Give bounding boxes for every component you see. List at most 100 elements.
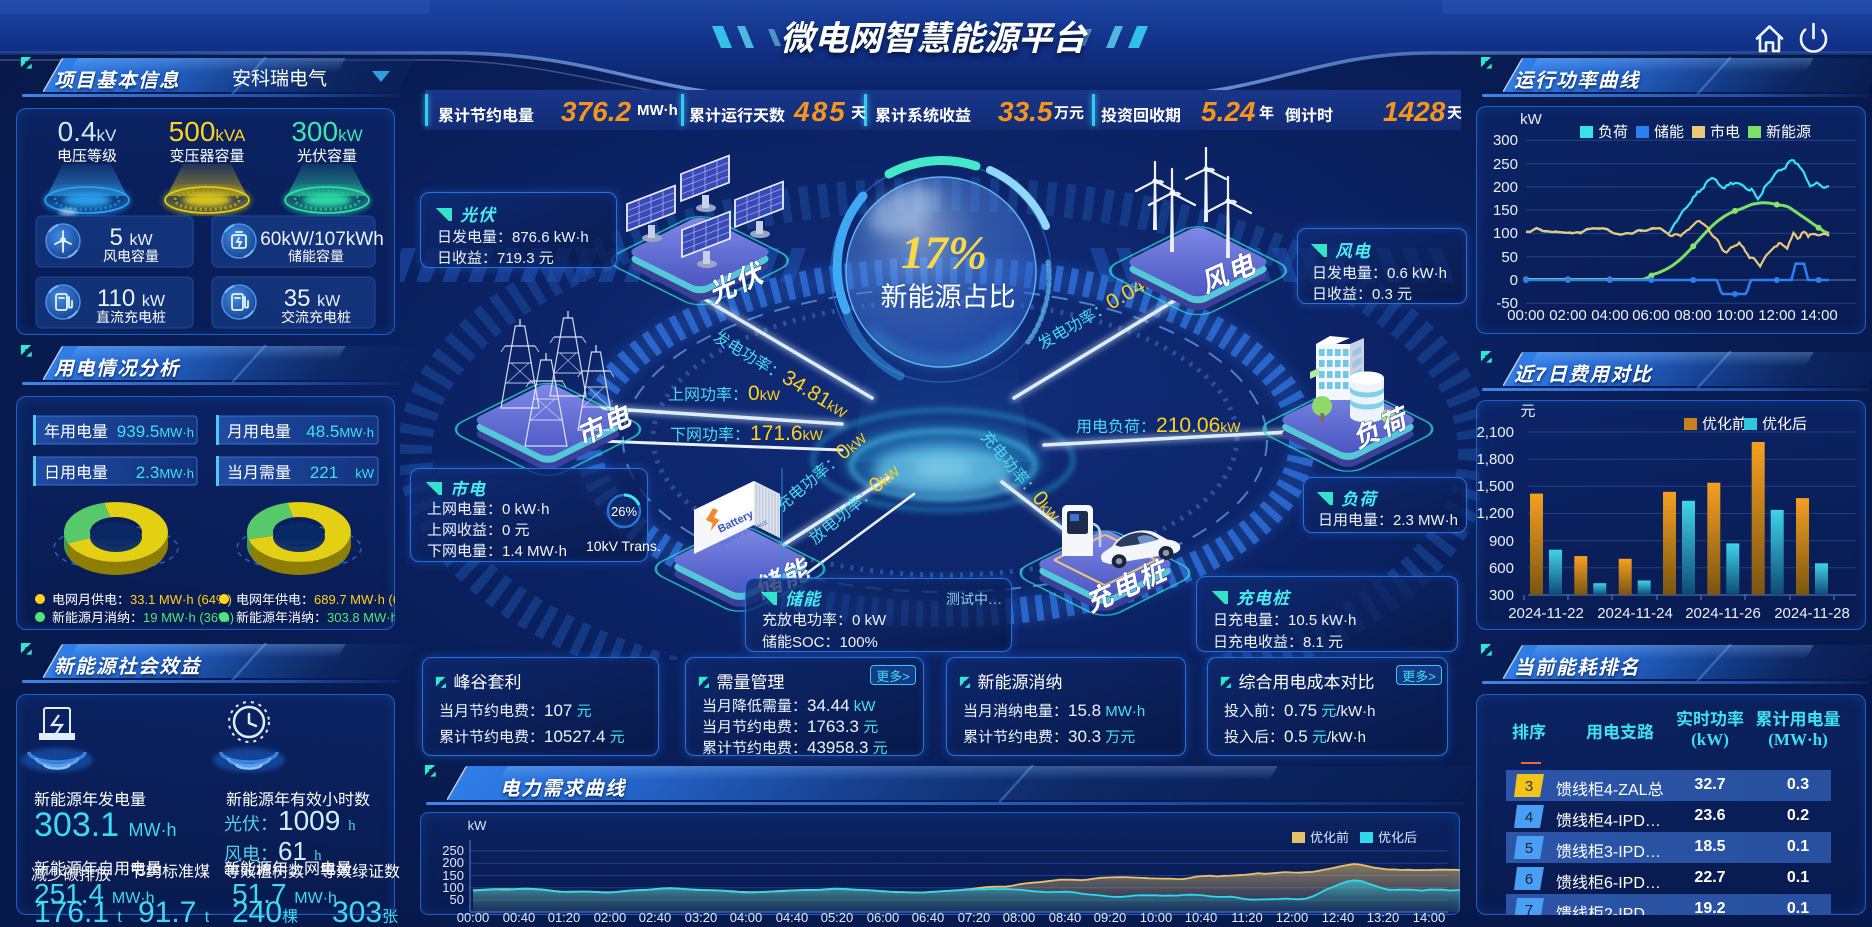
svg-text:交流充电桩: 交流充电桩 bbox=[281, 307, 351, 327]
svg-text:60kW/107kWh: 60kW/107kWh bbox=[260, 229, 384, 250]
svg-text:2024-11-26: 2024-11-26 bbox=[1685, 602, 1761, 623]
svg-text:17%: 17% bbox=[901, 213, 987, 282]
svg-text:1,200: 1,200 bbox=[1476, 502, 1514, 523]
svg-text:300: 300 bbox=[1493, 129, 1518, 150]
svg-text:新能源月消纳：19 MW·h (36%): 新能源月消纳：19 MW·h (36%) bbox=[52, 607, 234, 626]
svg-text:26%: 26% bbox=[611, 504, 637, 519]
svg-text:电网年供电：689.7 MW·h (69%): 电网年供电：689.7 MW·h (69%) bbox=[236, 589, 395, 608]
svg-text:kW: kW bbox=[1520, 108, 1543, 129]
svg-text:新能源占比: 新能源占比 bbox=[881, 275, 1016, 314]
svg-text:11:20: 11:20 bbox=[1231, 907, 1263, 926]
svg-text:00:00: 00:00 bbox=[1507, 304, 1545, 325]
svg-text:2,100: 2,100 bbox=[1476, 421, 1514, 442]
svg-text:4: 4 bbox=[1525, 809, 1533, 826]
svg-text:08:40: 08:40 bbox=[1049, 907, 1082, 926]
svg-text:250: 250 bbox=[1493, 153, 1518, 174]
svg-text:下网功率：171.6kW: 下网功率：171.6kW bbox=[670, 421, 824, 445]
svg-text:3: 3 bbox=[1525, 778, 1533, 795]
svg-text:5: 5 bbox=[1525, 840, 1533, 857]
svg-text:06:00: 06:00 bbox=[1632, 304, 1670, 325]
svg-text:06:00: 06:00 bbox=[867, 907, 900, 926]
svg-text:12:00: 12:00 bbox=[1276, 907, 1309, 926]
svg-text:05:20: 05:20 bbox=[821, 907, 854, 926]
svg-text:14:00: 14:00 bbox=[1413, 907, 1446, 926]
svg-text:上网功率：0kW: 上网功率：0kW bbox=[668, 381, 781, 405]
svg-text:元: 元 bbox=[1520, 400, 1535, 421]
svg-text:12:40: 12:40 bbox=[1322, 907, 1355, 926]
svg-text:电网月供电：33.1 MW·h (64%): 电网月供电：33.1 MW·h (64%) bbox=[52, 589, 232, 608]
svg-text:10:40: 10:40 bbox=[1185, 907, 1218, 926]
svg-text:10:00: 10:00 bbox=[1716, 304, 1754, 325]
svg-text:市电: 市电 bbox=[1710, 121, 1740, 142]
svg-text:日用电量: 日用电量 bbox=[44, 459, 108, 483]
svg-text:14:00: 14:00 bbox=[1800, 304, 1838, 325]
svg-text:300kW: 300kW bbox=[291, 116, 362, 147]
svg-text:kW: kW bbox=[468, 815, 488, 834]
svg-text:200: 200 bbox=[1493, 176, 1518, 197]
svg-text:1,800: 1,800 bbox=[1476, 448, 1514, 469]
svg-text:200: 200 bbox=[442, 852, 464, 871]
svg-text:6: 6 bbox=[1525, 871, 1533, 888]
svg-text:03:20: 03:20 bbox=[685, 907, 718, 926]
svg-text:00:40: 00:40 bbox=[503, 907, 536, 926]
svg-text:01:20: 01:20 bbox=[548, 907, 581, 926]
svg-text:储能: 储能 bbox=[1654, 121, 1684, 142]
svg-text:2024-11-22: 2024-11-22 bbox=[1508, 602, 1584, 623]
svg-text:08:00: 08:00 bbox=[1674, 304, 1712, 325]
svg-text:250: 250 bbox=[442, 840, 464, 859]
svg-text:900: 900 bbox=[1489, 530, 1514, 551]
svg-text:2024-11-24: 2024-11-24 bbox=[1597, 602, 1673, 623]
svg-text:1,500: 1,500 bbox=[1476, 475, 1514, 496]
svg-text:变压器容量: 变压器容量 bbox=[169, 145, 244, 166]
svg-text:当月需量: 当月需量 bbox=[227, 459, 291, 483]
svg-text:-50: -50 bbox=[1496, 292, 1518, 313]
svg-text:500kVA: 500kVA bbox=[169, 116, 246, 147]
svg-text:0: 0 bbox=[1510, 269, 1518, 290]
svg-text:221 kW: 221 kW bbox=[310, 463, 375, 482]
svg-text:2024-11-28: 2024-11-28 bbox=[1774, 602, 1850, 623]
svg-text:08:00: 08:00 bbox=[1003, 907, 1036, 926]
svg-text:600: 600 bbox=[1489, 557, 1514, 578]
svg-text:负荷: 负荷 bbox=[1598, 121, 1628, 142]
svg-text:12:00: 12:00 bbox=[1758, 304, 1796, 325]
svg-text:02:40: 02:40 bbox=[639, 907, 672, 926]
svg-text:新能源年消纳：303.8 MW·h (31%: 新能源年消纳：303.8 MW·h (31% bbox=[236, 607, 395, 626]
svg-text:07:20: 07:20 bbox=[958, 907, 991, 926]
svg-text:光伏容量: 光伏容量 bbox=[297, 145, 357, 166]
svg-text:优化后: 优化后 bbox=[1378, 827, 1417, 846]
svg-text:年用电量: 年用电量 bbox=[44, 418, 108, 442]
svg-text:04:00: 04:00 bbox=[1591, 304, 1629, 325]
svg-text:月用电量: 月用电量 bbox=[227, 418, 291, 442]
svg-text:优化前: 优化前 bbox=[1702, 413, 1747, 434]
svg-text:直流充电桩: 直流充电桩 bbox=[96, 307, 166, 327]
svg-text:100: 100 bbox=[442, 877, 464, 896]
svg-text:优化后: 优化后 bbox=[1762, 413, 1807, 434]
svg-text:电压等级: 电压等级 bbox=[57, 145, 117, 166]
svg-text:0.4kV: 0.4kV bbox=[58, 116, 117, 147]
svg-text:10:00: 10:00 bbox=[1140, 907, 1173, 926]
svg-text:100: 100 bbox=[1493, 222, 1518, 243]
svg-text:储能容量: 储能容量 bbox=[288, 246, 344, 266]
svg-text:04:00: 04:00 bbox=[730, 907, 763, 926]
svg-text:150: 150 bbox=[442, 865, 464, 884]
svg-text:优化前: 优化前 bbox=[1310, 827, 1349, 846]
svg-text:939.5MW·h: 939.5MW·h bbox=[117, 422, 194, 441]
svg-text:48.5MW·h: 48.5MW·h bbox=[306, 422, 374, 441]
svg-text:50: 50 bbox=[1501, 246, 1518, 267]
svg-text:06:40: 06:40 bbox=[912, 907, 945, 926]
svg-text:02:00: 02:00 bbox=[594, 907, 627, 926]
svg-text:新能源: 新能源 bbox=[1766, 121, 1811, 142]
svg-text:风电容量: 风电容量 bbox=[103, 246, 159, 266]
svg-text:150: 150 bbox=[1493, 199, 1518, 220]
svg-text:2.3MW·h: 2.3MW·h bbox=[136, 463, 194, 482]
svg-text:用电负荷：210.06kW: 用电负荷：210.06kW bbox=[1076, 413, 1241, 437]
svg-text:7: 7 bbox=[1525, 902, 1533, 915]
svg-text:微电网智慧能源平台: 微电网智慧能源平台 bbox=[780, 11, 1088, 60]
svg-text:04:40: 04:40 bbox=[776, 907, 809, 926]
svg-text:10kV Trans.: 10kV Trans. bbox=[586, 538, 661, 554]
svg-text:02:00: 02:00 bbox=[1549, 304, 1587, 325]
svg-text:00:00: 00:00 bbox=[457, 907, 490, 926]
svg-text:09:20: 09:20 bbox=[1094, 907, 1127, 926]
svg-text:50: 50 bbox=[450, 889, 464, 908]
svg-text:300: 300 bbox=[1489, 584, 1514, 605]
